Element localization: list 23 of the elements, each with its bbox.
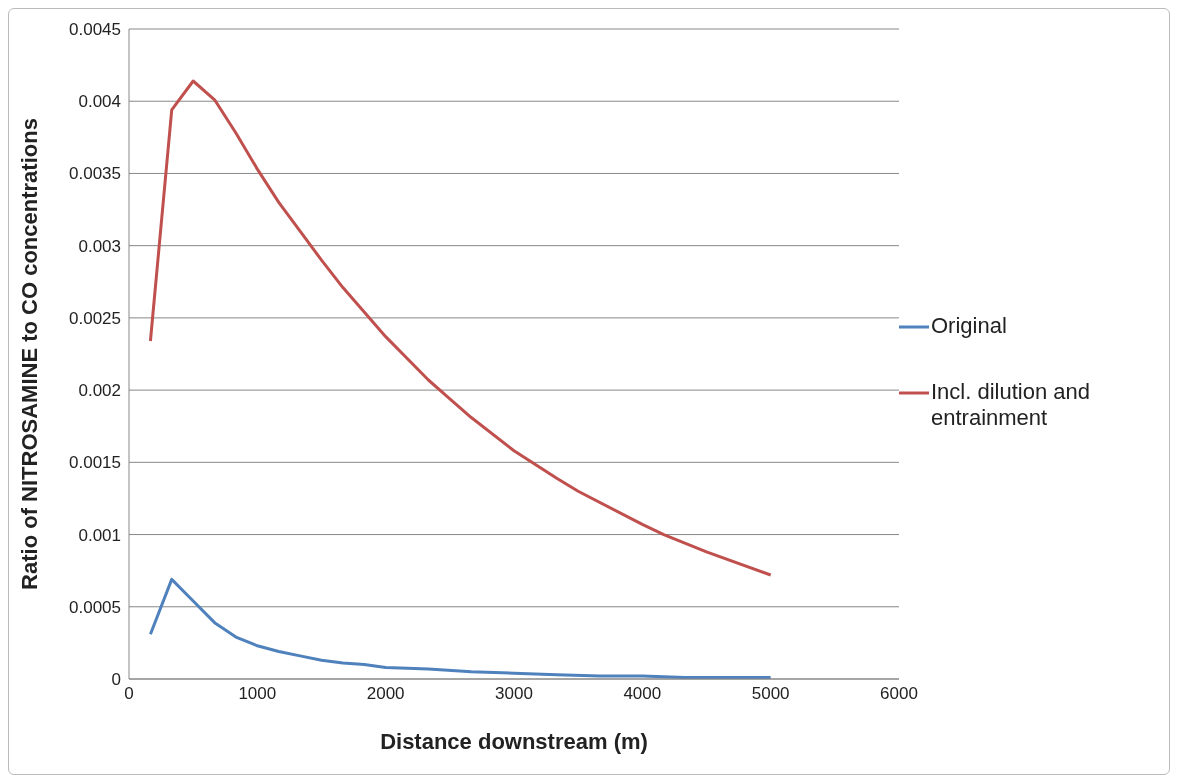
line-series — [148, 577, 773, 679]
x-tick-label: 3000 — [495, 684, 533, 704]
y-axis-title: Ratio of NITROSAMINE to CO concentrations — [16, 118, 42, 590]
x-tick-label: 0 — [124, 684, 134, 704]
y-tick-label: 0.0005 — [69, 597, 121, 617]
y-tick-label: 0.004 — [78, 92, 121, 112]
x-axis-title: Distance downstream (m) — [380, 729, 648, 754]
x-tick-label: 1000 — [238, 684, 277, 704]
x-tick-label: 2000 — [366, 684, 405, 704]
y-tick-label: 0.0045 — [69, 20, 121, 40]
legend-label: Incl. dilution and entrainment — [931, 378, 1091, 431]
line-series — [148, 79, 773, 577]
x-tick-label: 5000 — [751, 684, 790, 704]
y-tick-label: 0 — [111, 670, 121, 690]
legend-label: Original — [931, 312, 1007, 339]
y-tick-label: 0.002 — [78, 381, 121, 401]
x-tick-label: 6000 — [880, 684, 918, 704]
y-tick-label: 0.0025 — [69, 308, 121, 328]
x-tick-label: 4000 — [623, 684, 662, 704]
y-tick-label: 0.0035 — [69, 164, 121, 184]
y-tick-label: 0.001 — [78, 525, 121, 545]
y-tick-label: 0.003 — [78, 236, 121, 256]
y-tick-label: 0.0015 — [69, 453, 121, 473]
